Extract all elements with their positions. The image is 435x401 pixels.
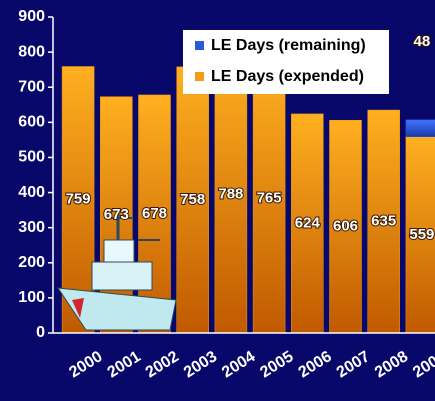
value-label: 788: [218, 186, 243, 203]
bar-segment: [406, 120, 435, 137]
legend-label: LE Days (expended): [211, 68, 364, 85]
y-tick-label: 500: [18, 149, 45, 166]
value-label: 624: [295, 214, 321, 231]
value-label: 759: [66, 191, 91, 208]
y-tick-label: 900: [18, 8, 45, 25]
y-tick-label: 600: [18, 114, 45, 131]
y-tick-label: 400: [18, 184, 45, 201]
y-tick-label: 0: [36, 324, 45, 341]
y-tick-label: 300: [18, 219, 45, 236]
y-tick-label: 800: [18, 43, 45, 60]
y-tick-label: 200: [18, 254, 45, 271]
value-label: 635: [371, 212, 396, 229]
value-label: 758: [180, 191, 205, 208]
y-tick-label: 700: [18, 78, 45, 95]
y-tick-label: 100: [18, 289, 45, 306]
legend-label: LE Days (remaining): [211, 37, 366, 54]
legend-swatch: [195, 72, 204, 81]
value-label: 678: [142, 205, 167, 222]
chart: 48 0100200300400500600700800900759200067…: [0, 0, 435, 401]
value-label: 673: [104, 206, 129, 223]
value-label: 765: [257, 190, 282, 207]
value-label: 559: [409, 226, 434, 243]
value-label: 48: [414, 33, 431, 50]
legend-swatch: [195, 41, 204, 50]
page: {"chart_data":{"type":"bar","stacked":tr…: [0, 0, 435, 401]
value-label: 606: [333, 218, 358, 235]
